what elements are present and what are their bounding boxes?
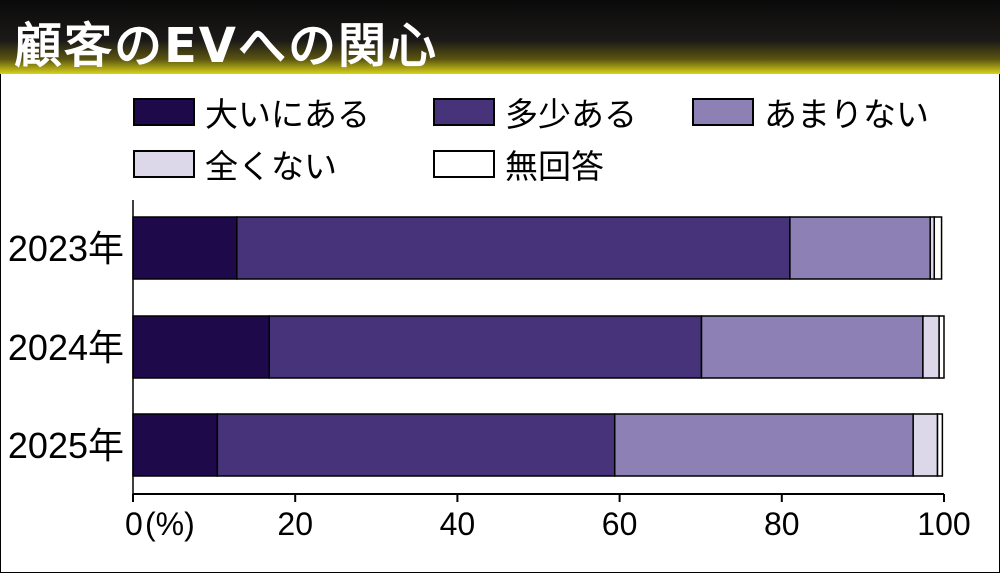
bar-2-2 — [268, 315, 703, 379]
bar-1-5 — [933, 216, 943, 280]
legend-swatch-4 — [133, 150, 195, 178]
bar-1-3 — [789, 216, 931, 280]
y-tick-label-2: 2024年 — [8, 327, 124, 368]
legend-swatch-1 — [133, 98, 195, 126]
x-tick-label-2: 20 — [277, 506, 313, 542]
legend-label-2: 多少ある — [505, 95, 637, 134]
legend-item-5: 無回答 — [433, 147, 604, 186]
x-tick-label-6: 100 — [917, 506, 970, 542]
title-bar: 顧客のEVへの関心 — [0, 0, 1000, 74]
bar-3-2 — [216, 413, 616, 477]
legend-label-3: あまりない — [764, 95, 929, 134]
x-tick-label-3: 40 — [440, 506, 476, 542]
bar-2-4 — [922, 315, 940, 379]
legend-item-2: 多少ある — [433, 95, 637, 134]
x-tick-label-5: 80 — [764, 506, 800, 542]
y-tick-label-3: 2025年 — [8, 425, 124, 466]
x-unit-label: (%) — [145, 506, 195, 542]
bar-1-1 — [132, 216, 238, 280]
bar-2-1 — [132, 315, 270, 379]
legend-label-4: 全くない — [205, 147, 337, 186]
bar-1-2 — [236, 216, 791, 280]
bar-3-4 — [912, 413, 939, 477]
legend-label-1: 大いにある — [205, 95, 370, 134]
bar-2-5 — [938, 315, 945, 379]
bar-3-3 — [613, 413, 914, 477]
legend-swatch-3 — [692, 98, 754, 126]
bar-3-5 — [936, 413, 944, 477]
legend-item-3: あまりない — [692, 95, 929, 134]
legend-label-5: 無回答 — [505, 147, 604, 186]
x-tick-label-4: 60 — [602, 506, 638, 542]
bar-3-1 — [132, 413, 219, 477]
bar-2-3 — [700, 315, 924, 379]
legend-item-4: 全くない — [133, 147, 337, 186]
chart-title: 顧客のEVへの関心 — [14, 18, 438, 74]
x-tick-label-1: 0 — [125, 506, 143, 542]
legend-swatch-2 — [433, 98, 495, 126]
y-tick-label-1: 2023年 — [8, 228, 124, 269]
legend-item-1: 大いにある — [133, 95, 370, 134]
legend-swatch-5 — [433, 150, 495, 178]
